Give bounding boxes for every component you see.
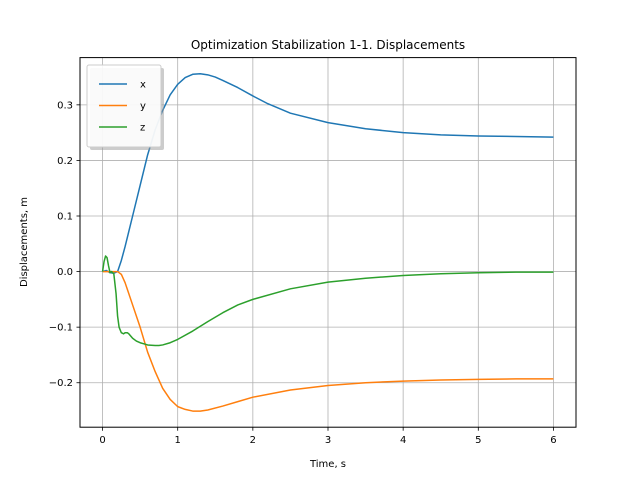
x-tick-label: 2: [250, 435, 256, 446]
grid: [80, 57, 576, 428]
y-tick-label: 0.0: [57, 267, 73, 278]
x-axis-label: Time, s: [309, 459, 346, 470]
y-tick-label: 0.2: [57, 156, 73, 167]
legend-label-z: z: [140, 123, 145, 134]
x-tick-label: 5: [475, 435, 481, 446]
x-tick-label: 3: [325, 435, 331, 446]
x-tick-label: 1: [175, 435, 181, 446]
y-tick-label: −0.1: [49, 323, 73, 334]
legend: xyz: [86, 64, 164, 150]
series-lines: [101, 72, 554, 412]
legend-label-x: x: [140, 80, 146, 91]
y-tick-label: 0.3: [57, 100, 73, 111]
series-line-y: [102, 270, 554, 412]
chart-title: Optimization Stabilization 1-1. Displace…: [191, 38, 465, 52]
series-line-z: [101, 255, 554, 347]
legend-label-y: y: [140, 101, 146, 112]
y-tick-label: 0.1: [57, 212, 73, 223]
x-tick-label: 4: [400, 435, 406, 446]
series-line-x: [102, 72, 554, 274]
x-tick-label: 0: [99, 435, 105, 446]
ticks: 0 1 2 3 4 5 6 −0.2 −0.1 0.0 0.1 0.2 0.3: [49, 100, 557, 446]
y-axis-label: Displacements, m: [19, 197, 30, 287]
x-tick-label: 6: [550, 435, 556, 446]
y-tick-label: −0.2: [49, 378, 73, 389]
